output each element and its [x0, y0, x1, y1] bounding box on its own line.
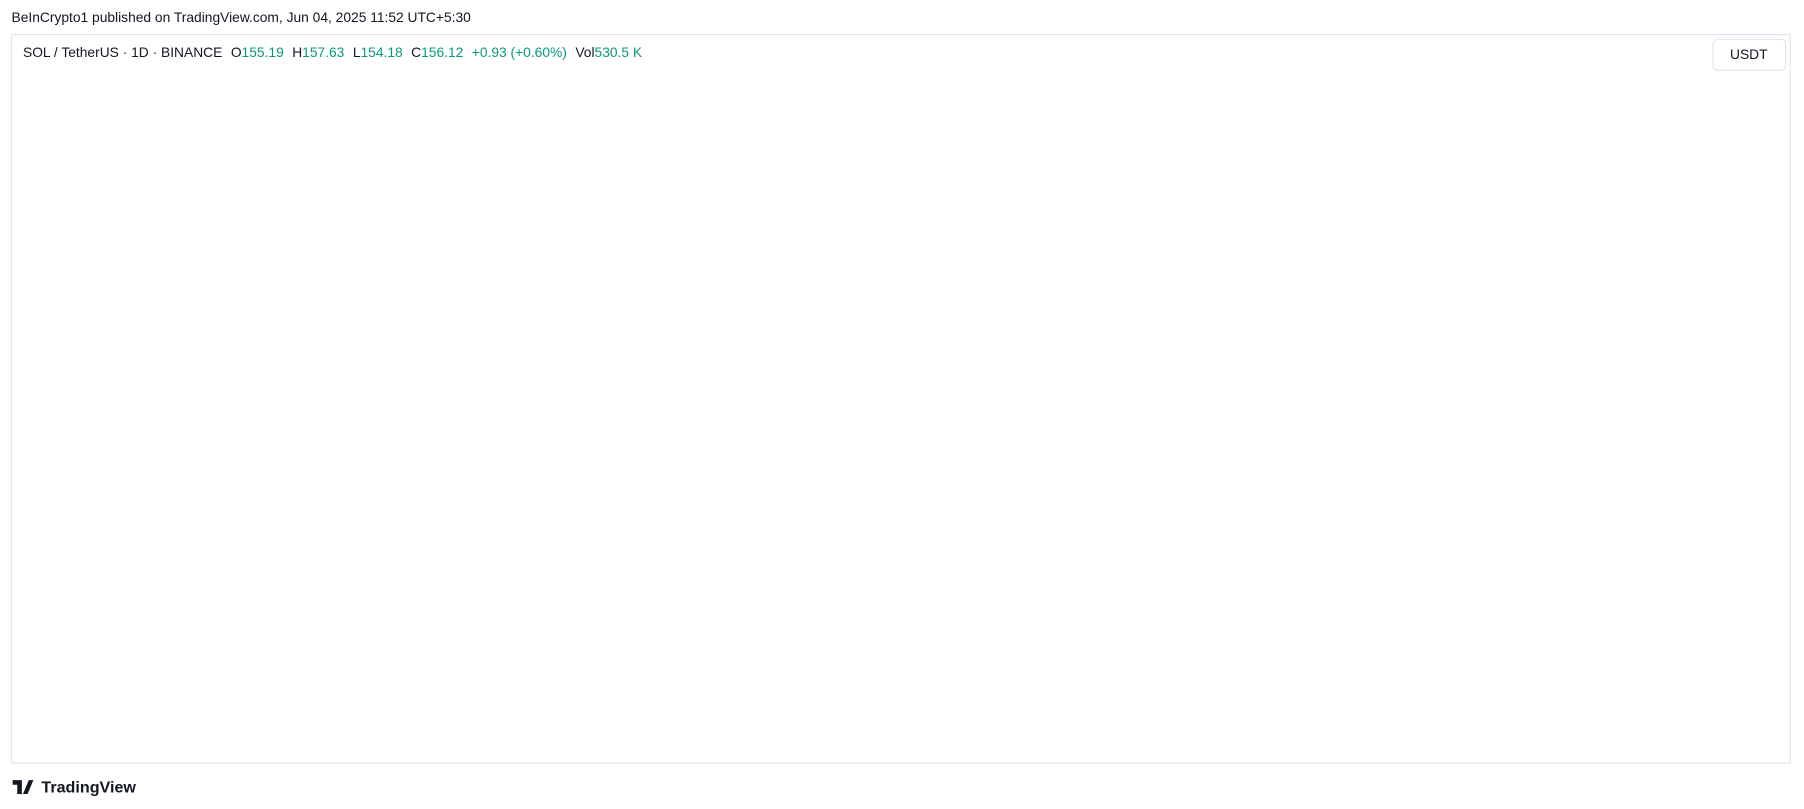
- vol-key: Vol: [575, 45, 594, 60]
- frame: [10, 34, 1791, 764]
- symbol: SOL / TetherUS · 1D · BINANCE: [23, 45, 222, 60]
- change: +0.93 (+0.60%): [472, 45, 567, 60]
- legend: SOL / TetherUS · 1D · BINANCE O155.19 H1…: [23, 45, 643, 60]
- ohlc-key: O: [231, 45, 242, 60]
- currency-button[interactable]: [1712, 38, 1787, 71]
- logo: [12, 780, 34, 794]
- footer-brand: TradingView: [41, 778, 136, 796]
- ohlc-value: 154.18: [361, 45, 404, 60]
- ohlc-value: 156.12: [421, 45, 463, 60]
- ohlc-key: L: [353, 45, 361, 60]
- currency-label[interactable]: USDT: [1730, 47, 1768, 62]
- ohlc-value: 157.63: [302, 45, 345, 60]
- logo-mark: [12, 780, 34, 794]
- byline: BeInCrypto1 published on TradingView.com…: [12, 10, 472, 25]
- vol-value: 530.5 K: [595, 45, 643, 60]
- ohlc-value: 155.19: [242, 45, 285, 60]
- ohlc-key: H: [292, 45, 302, 60]
- ohlc-key: C: [411, 45, 421, 60]
